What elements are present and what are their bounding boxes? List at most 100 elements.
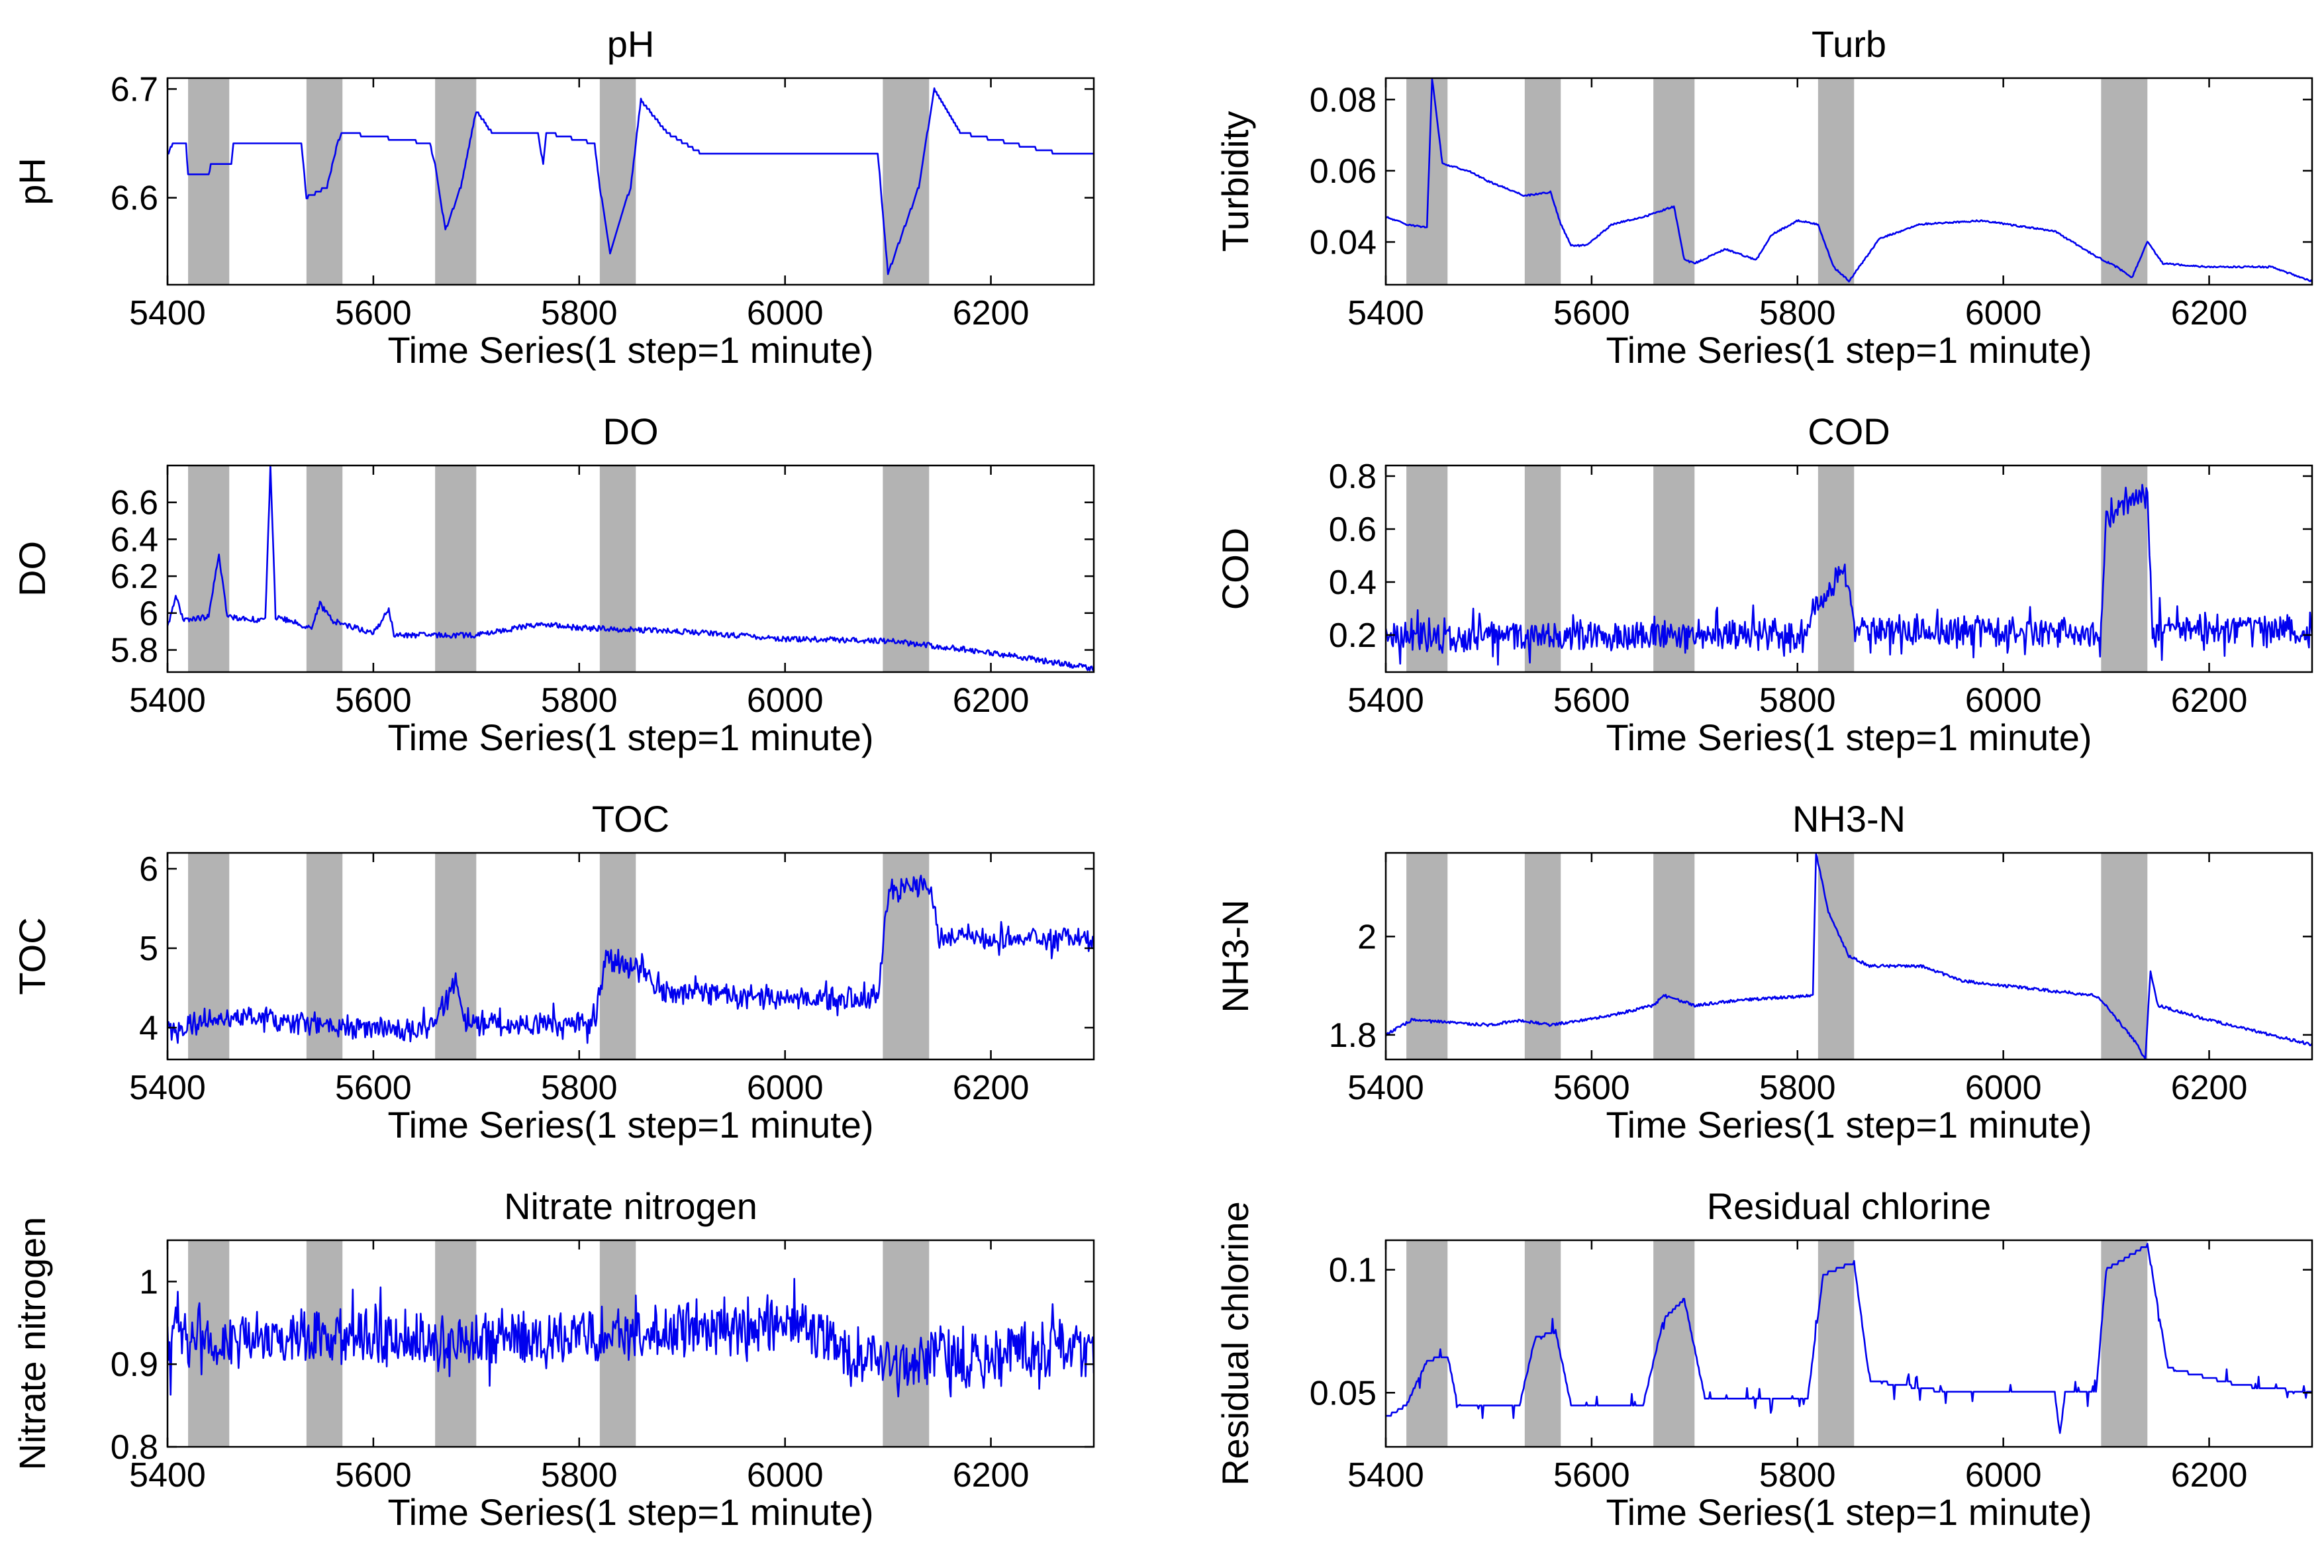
x-tick-label: 5800 <box>541 681 618 720</box>
x-axis-label-turb: Time Series(1 step=1 minute) <box>1606 329 2092 371</box>
y-axis-label-nh3-n: NH3-N <box>1214 899 1256 1012</box>
event-band-turb-1 <box>1406 78 1448 285</box>
y-tick-label: 0.1 <box>1329 1251 1377 1290</box>
y-axis-label-residual-chlorine: Residual chlorine <box>1214 1201 1256 1486</box>
y-axis-label-turb: Turbidity <box>1214 111 1256 252</box>
event-band-nh3-n-1 <box>1406 853 1448 1059</box>
event-band-ph-1 <box>188 78 230 285</box>
y-tick-label: 0.04 <box>1310 223 1377 262</box>
y-tick-label: 0.4 <box>1329 564 1377 602</box>
y-tick-label: 6.6 <box>111 484 158 522</box>
series-line-do <box>168 466 1094 672</box>
y-tick-label: 6.7 <box>111 70 158 109</box>
x-tick-label: 5800 <box>541 1456 618 1494</box>
y-tick-label: 6 <box>139 850 158 889</box>
panel-nh3-n: 5400 5600 5800 6000 6200 1.8 2 NH3-N Time Series… <box>1214 798 2313 1146</box>
x-tick-label: 5400 <box>129 681 206 720</box>
y-axis-label-do: DO <box>11 541 53 597</box>
panel-do: 5400 5600 5800 6000 6200 5.866.26.46.6 DO Time … <box>11 411 1095 758</box>
x-tick-label: 5600 <box>1553 1456 1630 1494</box>
panel-turb: 5400 5600 5800 6000 6200 0.04 0.06 0.08 Turb Time… <box>1214 23 2313 371</box>
x-tick-label: 6200 <box>953 294 1030 332</box>
axes-box-do <box>166 464 1095 673</box>
panel-title-residual-chlorine: Residual chlorine <box>1707 1185 1992 1227</box>
x-tick-label: 6000 <box>1965 294 2042 332</box>
series-line-nh3-n <box>1386 853 2312 1059</box>
x-tick-label: 6000 <box>747 681 824 720</box>
panel-title-turb: Turb <box>1812 23 1886 65</box>
event-band-toc-1 <box>188 853 230 1059</box>
x-tick-label: 5800 <box>541 294 618 332</box>
x-tick-label: 5600 <box>335 681 412 720</box>
event-band-do-2 <box>306 466 343 672</box>
x-tick-label: 6200 <box>2171 294 2248 332</box>
event-band-turb-3 <box>1653 78 1695 285</box>
x-tick-label: 5600 <box>335 1069 412 1107</box>
panel-title-nitrate-nitrogen: Nitrate nitrogen <box>504 1185 757 1227</box>
x-tick-label: 6000 <box>1965 1069 2042 1107</box>
x-tick-label: 6200 <box>953 681 1030 720</box>
x-tick-label: 6000 <box>747 294 824 332</box>
axes-box-residual-chlorine <box>1384 1239 2313 1448</box>
panel-title-do: DO <box>603 411 659 452</box>
x-tick-label: 5800 <box>1759 1456 1836 1494</box>
panel-toc: 5400 5600 5800 6000 6200 4 5 6 TOC Time Series(1 … <box>11 798 1095 1146</box>
y-tick-label: 6.4 <box>111 520 158 559</box>
y-tick-label: 1 <box>139 1263 158 1301</box>
series-line-turb <box>1386 78 2312 283</box>
y-tick-label: 6 <box>139 595 158 633</box>
y-tick-label: 2 <box>1357 918 1377 956</box>
event-band-do-1 <box>188 466 230 672</box>
series-line-nitrate-nitrogen <box>168 1277 1094 1398</box>
event-band-turb-5 <box>2101 78 2148 285</box>
y-tick-label: 0.6 <box>1329 511 1377 549</box>
event-band-nh3-n-5 <box>2101 853 2148 1059</box>
panel-title-nh3-n: NH3-N <box>1792 798 1906 840</box>
x-tick-label: 6200 <box>953 1069 1030 1107</box>
x-tick-label: 5600 <box>1553 1069 1630 1107</box>
event-band-toc-2 <box>306 853 343 1059</box>
y-tick-label: 5.8 <box>111 632 158 670</box>
y-tick-label: 4 <box>139 1009 158 1048</box>
series-line-cod <box>1386 483 2312 666</box>
event-band-turb-4 <box>1817 78 1855 285</box>
series-line-residual-chlorine <box>1386 1242 2312 1434</box>
y-tick-label: 1.8 <box>1329 1016 1377 1055</box>
event-band-ph-3 <box>435 78 477 285</box>
axes-box-ph <box>166 77 1095 286</box>
x-tick-label: 5800 <box>1759 1069 1836 1107</box>
x-axis-label-ph: Time Series(1 step=1 minute) <box>388 329 874 371</box>
x-tick-label: 5400 <box>1347 1069 1424 1107</box>
y-tick-label: 6.2 <box>111 558 158 596</box>
y-tick-label: 0.08 <box>1310 81 1377 119</box>
x-tick-label: 5800 <box>541 1069 618 1107</box>
x-tick-label: 5600 <box>335 294 412 332</box>
x-tick-label: 6000 <box>747 1456 824 1494</box>
series-line-toc <box>168 875 1094 1044</box>
x-axis-label-nh3-n: Time Series(1 step=1 minute) <box>1606 1104 2092 1146</box>
y-tick-label: 0.06 <box>1310 152 1377 191</box>
event-band-do-4 <box>599 466 636 672</box>
axes-box-turb <box>1384 77 2313 286</box>
x-tick-label: 6000 <box>1965 681 2042 720</box>
x-tick-label: 5600 <box>1553 294 1630 332</box>
x-tick-label: 5400 <box>129 1456 206 1494</box>
y-axis-label-toc: TOC <box>11 917 53 995</box>
series-line-ph <box>168 87 1094 275</box>
x-axis-label-residual-chlorine: Time Series(1 step=1 minute) <box>1606 1491 2092 1533</box>
panel-residual-chlorine: 5400 5600 5800 6000 6200 0.05 0.1 Residual chlo… <box>1214 1185 2313 1533</box>
event-band-nh3-n-3 <box>1653 853 1695 1059</box>
axes-box-nh3-n <box>1384 852 2313 1061</box>
y-axis-label-cod: COD <box>1214 528 1256 610</box>
event-band-ph-2 <box>306 78 343 285</box>
x-tick-label: 5400 <box>1347 294 1424 332</box>
x-tick-label: 5800 <box>1759 294 1836 332</box>
event-band-ph-5 <box>883 78 930 285</box>
x-axis-label-cod: Time Series(1 step=1 minute) <box>1606 716 2092 758</box>
panel-cod: 5400 5600 5800 6000 6200 0.2 0.4 0.6 0.8 COD Time … <box>1214 411 2313 758</box>
x-tick-label: 6200 <box>953 1456 1030 1494</box>
y-tick-label: 5 <box>139 930 158 968</box>
event-band-turb-2 <box>1524 78 1561 285</box>
panel-ph: 5400 5600 5800 6000 6200 6.6 6.7 pH Time Series(… <box>11 23 1095 371</box>
